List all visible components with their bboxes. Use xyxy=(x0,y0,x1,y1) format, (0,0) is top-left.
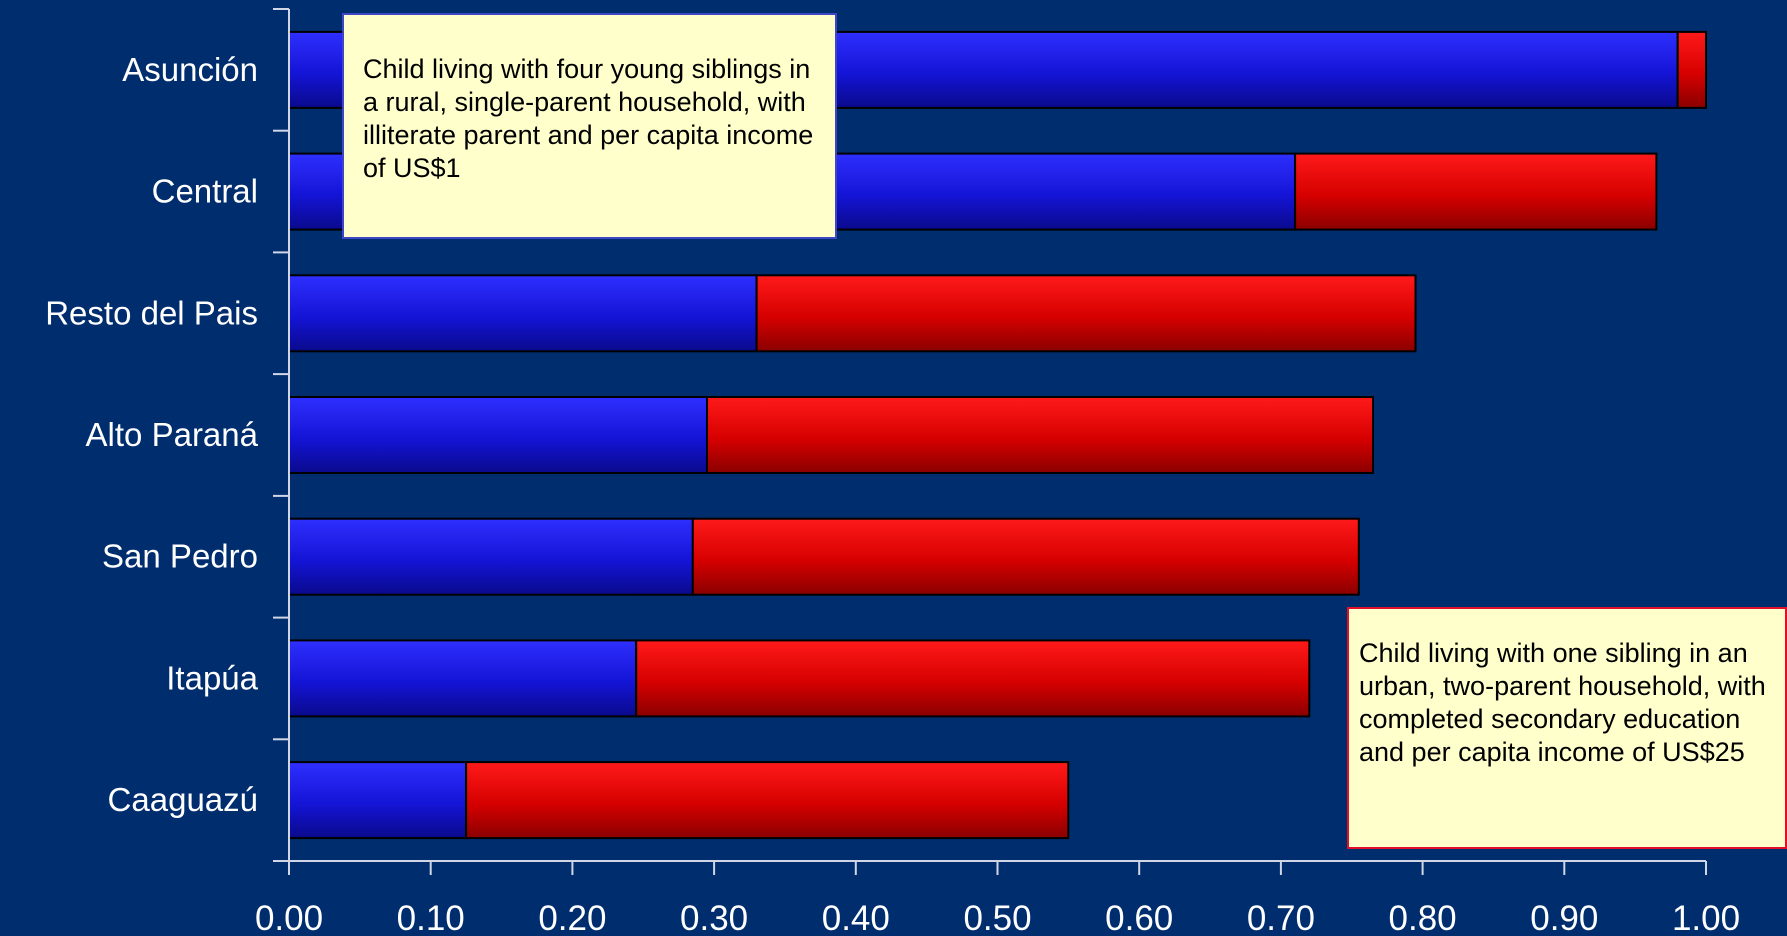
x-tick-label: 0.60 xyxy=(1105,899,1173,936)
x-tick-label: 0.80 xyxy=(1389,899,1457,936)
x-tick-label: 1.00 xyxy=(1672,899,1740,936)
x-tick-label: 0.50 xyxy=(963,899,1031,936)
x-tick-label: 0.20 xyxy=(538,899,606,936)
category-label: Alto Paraná xyxy=(86,416,259,453)
category-label: Central xyxy=(152,173,258,210)
annotation-rural-child: Child living with four young siblings in… xyxy=(342,13,837,239)
bar-series-2-2 xyxy=(755,274,1417,353)
category-label: Caaguazú xyxy=(108,781,258,818)
x-tick-label: 0.70 xyxy=(1247,899,1315,936)
bar-series-2-5 xyxy=(635,639,1311,718)
x-tick-label: 0.90 xyxy=(1530,899,1598,936)
category-label: San Pedro xyxy=(102,538,258,575)
annotation-urban-child: Child living with one sibling in an urba… xyxy=(1347,607,1787,849)
bar-series-1-3 xyxy=(288,396,708,474)
category-labels: Asunción Central Resto del Pais Alto Paraná… xyxy=(45,51,258,818)
bar-series-2-3 xyxy=(706,396,1374,474)
bar-series-1-6 xyxy=(288,761,468,840)
bar-series-1-2 xyxy=(288,274,758,353)
bar-series-2-1 xyxy=(1294,152,1658,231)
category-label: Resto del Pais xyxy=(45,294,258,331)
x-tick-labels: 0.00 0.10 0.20 0.30 0.40 0.50 0.60 0.70 0.80 0.90… xyxy=(255,899,1740,936)
x-tick-label: 0.30 xyxy=(680,899,748,936)
axes xyxy=(273,8,1707,875)
bar-series-1-5 xyxy=(288,639,638,718)
x-tick-label: 0.40 xyxy=(822,899,890,936)
x-tick-label: 0.00 xyxy=(255,899,323,936)
category-label: Asunción xyxy=(122,51,258,88)
category-label: Itapúa xyxy=(166,659,258,696)
x-tick-label: 0.10 xyxy=(397,899,465,936)
bar-series-2-0 xyxy=(1676,30,1707,109)
bar-series-1-4 xyxy=(288,517,694,596)
bar-series-2-6 xyxy=(465,761,1070,840)
bar-series-2-4 xyxy=(691,517,1360,596)
